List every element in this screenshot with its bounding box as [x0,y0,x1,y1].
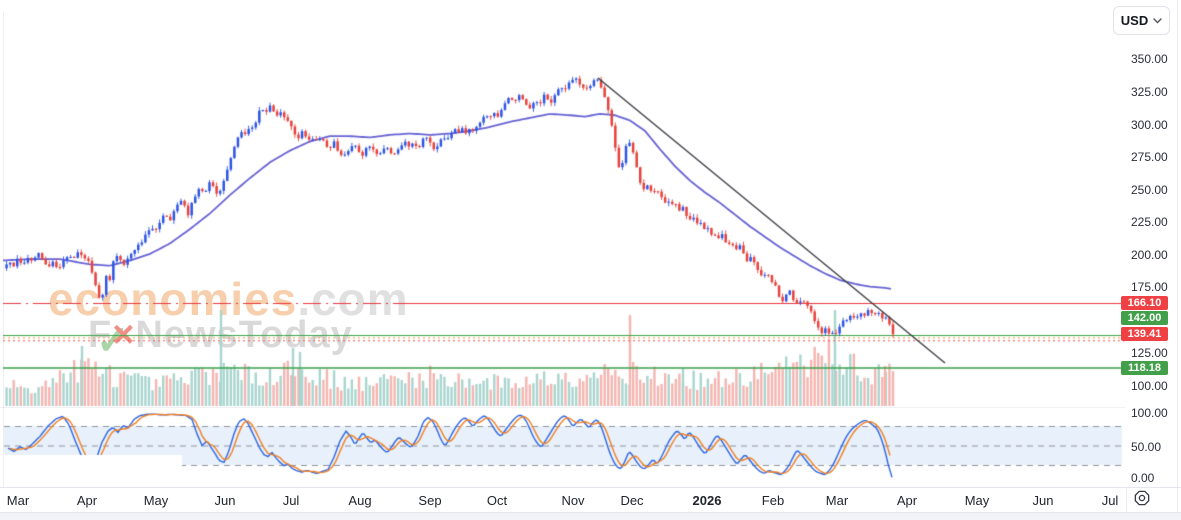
time-axis-border [0,487,1181,488]
price-tick-label: 250.00 [1131,183,1168,197]
price-tick-label: 200.00 [1131,248,1168,262]
stoch-tick-label: 0.00 [1131,471,1155,485]
price-level-label: 139.41 [1121,327,1168,341]
price-tick-label: 225.00 [1131,215,1168,229]
time-tick-label: Apr [896,493,918,508]
price-tick-label: 325.00 [1131,85,1168,99]
price-level-label: 166.10 [1121,296,1168,310]
settings-gear-icon[interactable] [1133,489,1151,507]
time-tick-label: Apr [76,493,98,508]
panel-divider [0,407,1125,408]
stoch-tick-label: 100.00 [1131,406,1168,420]
bottom-strip [0,512,1181,520]
price-level-label: 118.18 [1121,361,1168,375]
axis-right-border [1177,0,1178,512]
time-tick-label: 2026 [692,493,722,508]
time-tick-label: May [143,493,169,508]
time-tick-label: Oct [486,493,508,508]
axis-corner-separator [1126,487,1127,512]
price-tick-label: 100.00 [1131,379,1168,393]
price-tick-label: 275.00 [1131,150,1168,164]
plot-left-border [3,12,4,487]
time-tick-label: Mar [825,493,849,508]
chevron-down-icon [1153,17,1162,23]
price-tick-label: 300.00 [1131,118,1168,132]
price-tick-label: 125.00 [1131,346,1168,360]
price-level-label: 142.00 [1121,311,1168,325]
time-tick-label: Feb [761,493,785,508]
time-tick-label: May [964,493,990,508]
price-tick-label: 350.00 [1131,52,1168,66]
time-tick-label: Jul [282,493,300,508]
currency-label: USD [1120,13,1149,28]
price-tick-label: 175.00 [1131,280,1168,294]
time-tick-label: Jul [1101,493,1119,508]
time-tick-label: Jun [214,493,236,508]
time-tick-label: Sep [418,493,442,508]
currency-selector-button[interactable]: USD [1113,6,1170,35]
time-tick-label: Dec [620,493,644,508]
time-tick-label: Mar [6,493,30,508]
time-tick-label: Aug [348,493,372,508]
stoch-tick-label: 50.00 [1131,440,1162,454]
time-tick-label: Jun [1032,493,1054,508]
time-tick-label: Nov [561,493,585,508]
